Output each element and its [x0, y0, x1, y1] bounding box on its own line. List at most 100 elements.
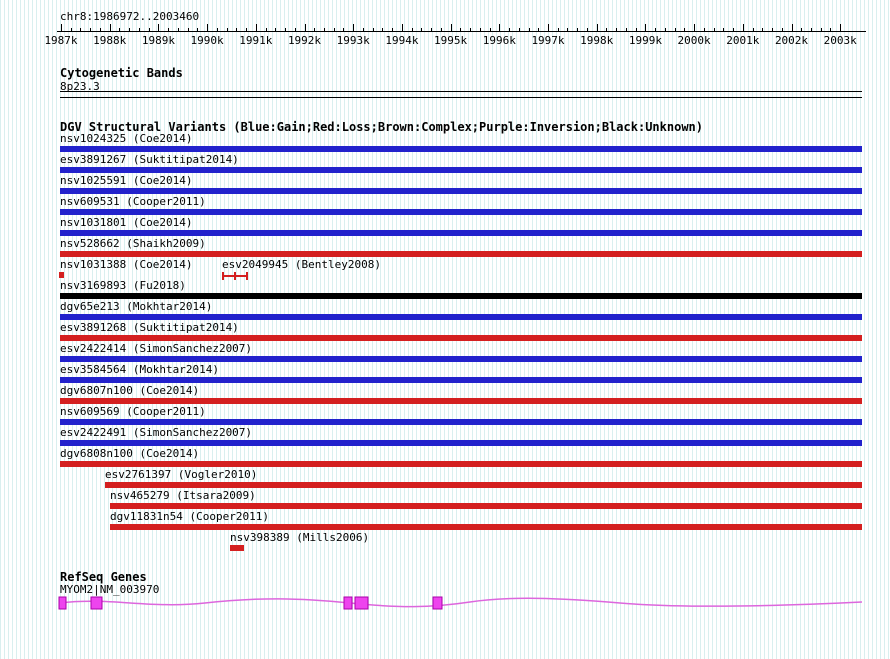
- ruler-minor-tick: [392, 28, 394, 32]
- ruler-minor-tick: [460, 28, 462, 32]
- ruler-minor-tick: [177, 28, 179, 32]
- ruler-minor-tick: [567, 28, 569, 32]
- ruler-minor-tick: [616, 28, 618, 32]
- variant-label[interactable]: nsv1024325 (Coe2014): [60, 132, 193, 145]
- ruler-minor-tick: [285, 28, 287, 32]
- ruler-tick: [742, 24, 744, 32]
- variant-label[interactable]: nsv609531 (Cooper2011): [60, 195, 206, 208]
- ruler-tick: [499, 24, 501, 32]
- ruler-tick-label: 2002k: [774, 34, 809, 47]
- variant-bar[interactable]: [60, 167, 862, 173]
- variant-bar[interactable]: [60, 293, 862, 299]
- variant-label[interactable]: esv3891268 (Suktitipat2014): [60, 321, 239, 334]
- ruler-minor-tick: [772, 28, 774, 32]
- variant-label[interactable]: esv2422414 (SimonSanchez2007): [60, 342, 253, 355]
- ruler-minor-tick: [489, 28, 491, 32]
- variant-bar[interactable]: [60, 146, 862, 152]
- variant-bar[interactable]: [60, 377, 862, 383]
- variant-bar[interactable]: [60, 398, 862, 404]
- ruler-minor-tick: [625, 28, 627, 32]
- ruler-minor-tick: [99, 28, 101, 32]
- genes-heading: RefSeq Genes: [60, 570, 147, 584]
- variant-bar[interactable]: [60, 335, 862, 341]
- variant-bar[interactable]: [110, 503, 862, 509]
- variant-bar[interactable]: [60, 209, 862, 215]
- ruler-minor-tick: [226, 28, 228, 32]
- variant-label[interactable]: dgv6807n100 (Coe2014): [60, 384, 200, 397]
- ruler-minor-tick: [411, 28, 413, 32]
- variant-bar[interactable]: [60, 419, 862, 425]
- ruler-minor-tick: [246, 28, 248, 32]
- ruler-minor-tick: [431, 28, 433, 32]
- variant-label[interactable]: esv2049945 (Bentley2008): [222, 258, 381, 271]
- variant-label[interactable]: nsv465279 (Itsara2009): [110, 489, 256, 502]
- variant-bar[interactable]: [105, 482, 862, 488]
- ruler-minor-tick: [90, 28, 92, 32]
- variant-label[interactable]: dgv65e213 (Mokhtar2014): [60, 300, 213, 313]
- ruler-minor-tick: [314, 28, 316, 32]
- ruler-tick: [548, 24, 549, 32]
- variant-label[interactable]: dgv11831n54 (Cooper2011): [110, 510, 269, 523]
- ruler-minor-tick: [518, 28, 520, 32]
- ruler-minor-tick: [382, 28, 384, 32]
- ruler-minor-tick: [713, 28, 715, 32]
- ruler-tick: [207, 24, 209, 32]
- ruler-tick-label: 1999k: [628, 34, 662, 47]
- variant-label[interactable]: nsv1025591 (Coe2014): [60, 174, 193, 187]
- variant-bar[interactable]: [60, 440, 862, 446]
- variant-rows: nsv1024325 (Coe2014) esv3891267 (Suktitip…: [0, 133, 890, 558]
- ruler-tick: [353, 24, 355, 32]
- variant-bar[interactable]: [60, 356, 862, 362]
- variant-label[interactable]: esv3891267 (Suktitipat2014): [60, 153, 239, 166]
- variant-label[interactable]: nsv609569 (Cooper2011): [60, 405, 206, 418]
- ruler-tick: [158, 24, 160, 32]
- variant-label[interactable]: nsv528662 (Shaikh2009): [60, 237, 206, 250]
- variant-label[interactable]: esv3584564 (Mokhtar2014): [60, 363, 219, 376]
- variant-bar[interactable]: [59, 272, 64, 278]
- ruler-minor-tick: [528, 28, 530, 32]
- ruler-minor-tick: [781, 28, 783, 32]
- ruler-tick-label: 2003k: [823, 34, 857, 47]
- ruler-axis: [57, 31, 866, 32]
- variant-label[interactable]: dgv6808n100 (Coe2014): [60, 447, 200, 460]
- ruler-minor-tick: [762, 28, 764, 32]
- gene-glyph[interactable]: [0, 590, 890, 626]
- ruler-tick: [791, 24, 793, 32]
- ruler-minor-tick: [323, 28, 325, 32]
- variant-bar[interactable]: [60, 251, 862, 257]
- variant-label[interactable]: nsv1031388 (Coe2014): [60, 258, 193, 271]
- ruler-minor-tick: [635, 28, 637, 32]
- gene-exon[interactable]: [90, 596, 103, 610]
- cytoband-glyph[interactable]: [60, 91, 862, 98]
- variant-label[interactable]: nsv3169893 (Fu2018): [60, 279, 186, 292]
- variant-bar[interactable]: [60, 230, 862, 236]
- ruler-tick: [255, 24, 257, 32]
- ruler-tick: [61, 24, 62, 32]
- variant-label[interactable]: esv2422491 (SimonSanchez2007): [60, 426, 253, 439]
- variant-label[interactable]: nsv398389 (Mills2006): [230, 531, 370, 544]
- ruler-tick-label: 2001k: [726, 34, 760, 47]
- variant-bar[interactable]: [230, 545, 244, 551]
- ruler-minor-tick: [479, 28, 481, 32]
- variant-label[interactable]: nsv1031801 (Coe2014): [60, 216, 193, 229]
- variant-label[interactable]: esv2761397 (Vogler2010): [105, 468, 258, 481]
- variant-bar[interactable]: [60, 188, 862, 194]
- ruler-minor-tick: [577, 28, 579, 32]
- ruler-tick: [645, 24, 647, 32]
- ruler-minor-tick: [440, 28, 442, 32]
- ruler-minor-tick: [216, 28, 218, 32]
- ruler-minor-tick: [684, 28, 686, 32]
- variant-bar[interactable]: [60, 461, 862, 467]
- gene-intron-line: [59, 597, 863, 608]
- variant-bar[interactable]: [222, 272, 248, 280]
- gene-exon[interactable]: [432, 596, 443, 610]
- ruler-tick: [596, 24, 598, 32]
- gene-name-label[interactable]: MYOM2|NM_003970: [60, 583, 160, 596]
- gene-exon[interactable]: [354, 596, 369, 610]
- gene-exon[interactable]: [343, 596, 353, 610]
- ruler-minor-tick: [586, 28, 588, 32]
- cytoband-name: 8p23.3: [60, 80, 100, 93]
- gene-exon[interactable]: [58, 596, 67, 610]
- variant-bar[interactable]: [60, 314, 862, 320]
- variant-bar[interactable]: [110, 524, 862, 530]
